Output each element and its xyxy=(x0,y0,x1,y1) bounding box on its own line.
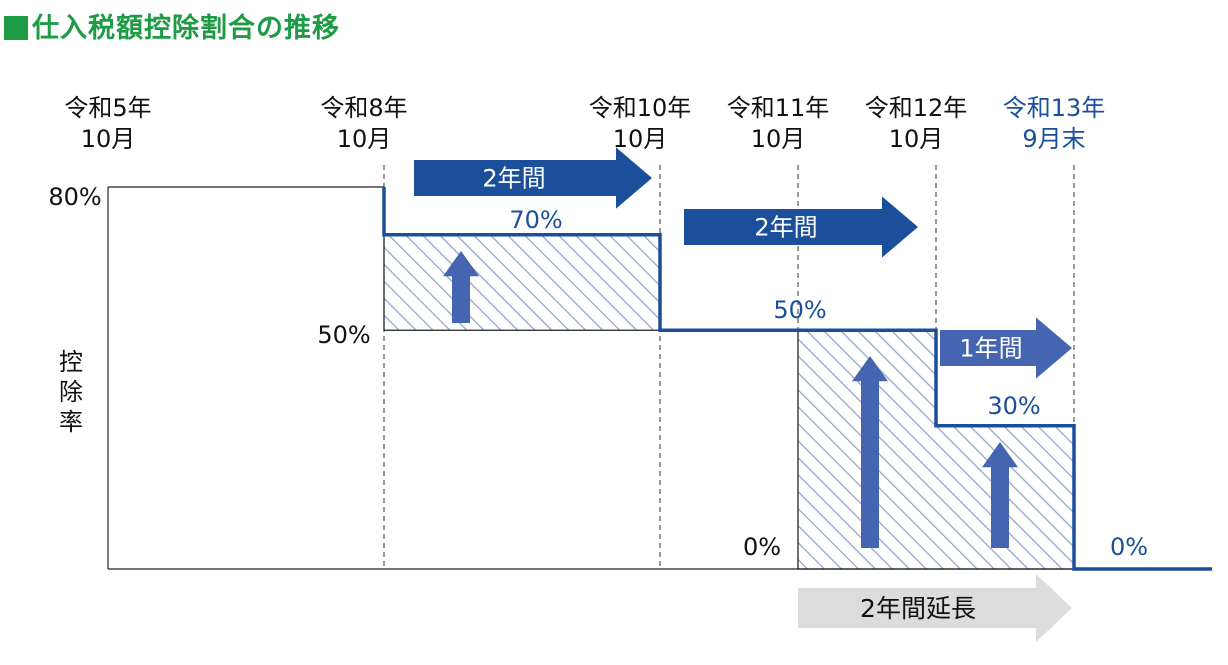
period-arrow-icon-2 xyxy=(684,196,918,258)
title-square-icon xyxy=(4,16,28,40)
value-label-4: 50% xyxy=(773,296,826,324)
time-label-r13-line1: 令和13年 xyxy=(1003,94,1106,122)
time-label-r10-line2: 10月 xyxy=(613,125,668,153)
time-label-r8-line2: 10月 xyxy=(337,125,392,153)
period-arrow-3-label: 1年間 xyxy=(959,335,1022,363)
time-label-r12-line1: 令和12年 xyxy=(865,94,968,122)
labels: 令和5年 10月 令和8年 10月 令和10年 10月 令和11年 10月 令和12年 10月 令和… xyxy=(48,94,1148,561)
extension-arrow-label: 2年間延長 xyxy=(860,594,976,623)
increase-arrow-icon-3 xyxy=(982,442,1018,548)
revised-series-line xyxy=(382,187,1212,571)
increase-arrow-icon-1 xyxy=(443,251,479,323)
time-label-r5-line1: 令和5年 xyxy=(64,94,151,122)
period-arrow-1-label: 2年間 xyxy=(482,165,545,193)
increase-arrow-icon-2 xyxy=(852,356,888,548)
hatched-regions xyxy=(384,234,1074,569)
y-axis-label-char-0: 控 xyxy=(59,348,83,376)
time-label-r12-line2: 10月 xyxy=(889,125,944,153)
time-label-r10-line1: 令和10年 xyxy=(589,94,692,122)
time-label-r11-line1: 令和11年 xyxy=(727,94,830,122)
extension-arrow-icon xyxy=(798,574,1072,642)
value-label-1: 50% xyxy=(317,321,370,349)
series-lines xyxy=(108,186,1212,571)
period-arrows: 2年間 2年間 1年間 2年間延長 xyxy=(414,147,1072,642)
chart-title: 仕入税額控除割合の推移 xyxy=(4,6,340,45)
time-label-r13-line2: 9月末 xyxy=(1022,125,1085,153)
increase-arrows xyxy=(443,251,1018,548)
time-label-r5-line2: 10月 xyxy=(81,125,136,153)
y-axis-label-char-2: 率 xyxy=(59,408,83,436)
value-label-0: 80% xyxy=(48,183,101,211)
value-label-5: 30% xyxy=(987,392,1040,420)
y-axis-label-char-1: 除 xyxy=(59,378,83,406)
chart-title-text: 仕入税額控除割合の推移 xyxy=(32,13,340,44)
period-arrow-2-label: 2年間 xyxy=(754,214,817,242)
period-arrow-icon-3 xyxy=(940,317,1072,379)
value-label-6: 0% xyxy=(1110,533,1148,561)
time-label-r11-line2: 10月 xyxy=(751,125,806,153)
value-label-2: 0% xyxy=(743,533,781,561)
value-label-3: 70% xyxy=(509,206,562,234)
hatch-region-r8-r10 xyxy=(384,234,660,331)
period-arrow-icon-1 xyxy=(414,147,652,209)
time-label-r8-line1: 令和8年 xyxy=(320,94,407,122)
